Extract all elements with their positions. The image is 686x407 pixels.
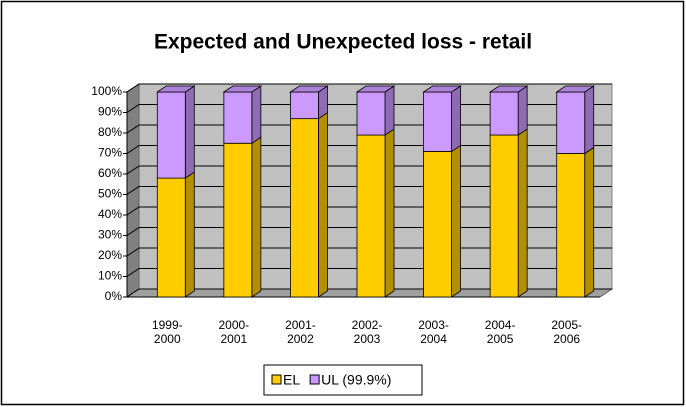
bar-side xyxy=(384,85,395,136)
bar xyxy=(556,91,586,154)
legend-label: EL xyxy=(283,372,300,388)
legend-swatch xyxy=(271,374,282,385)
bar-side xyxy=(584,85,595,155)
x-tick-label: 1999-2000 xyxy=(151,318,183,346)
legend-swatch xyxy=(309,374,320,385)
bar xyxy=(556,153,586,298)
bar xyxy=(489,134,519,298)
bar xyxy=(423,151,452,298)
bar xyxy=(223,91,253,144)
x-tick-label: 2000-2001 xyxy=(218,318,250,346)
bar-top xyxy=(555,85,596,93)
bar xyxy=(156,177,186,298)
bar xyxy=(290,118,319,298)
bar-top xyxy=(222,85,263,93)
y-tick-label: 70% xyxy=(98,146,122,160)
bar-side xyxy=(584,146,595,298)
bar-side xyxy=(384,128,395,298)
bar xyxy=(489,91,519,136)
x-tick-label: 2005-2006 xyxy=(551,318,583,346)
bar xyxy=(356,91,386,136)
bar-side xyxy=(184,171,195,298)
legend-box xyxy=(263,364,423,396)
bar-side xyxy=(318,111,328,298)
bar xyxy=(356,134,386,298)
bar xyxy=(156,91,186,179)
bar-side xyxy=(184,85,195,179)
y-tick-label: 80% xyxy=(98,125,122,139)
bar-side xyxy=(517,128,528,298)
bar xyxy=(290,91,319,120)
x-tick-label: 2001-2002 xyxy=(285,318,316,346)
y-tick-label: 50% xyxy=(98,187,122,201)
y-tick-label: 60% xyxy=(98,166,122,180)
bar-side xyxy=(451,144,461,298)
x-tick-label: 2003-2004 xyxy=(418,318,449,346)
chart-title: Expected and Unexpected loss - retail xyxy=(154,31,532,54)
legend-label: UL (99.9%) xyxy=(321,372,391,388)
y-tick-label: 90% xyxy=(98,105,122,119)
y-tick-label: 40% xyxy=(98,207,122,221)
bar-side xyxy=(251,136,262,298)
bar-top xyxy=(155,85,196,93)
y-tick-label: 0% xyxy=(105,289,123,303)
bar-top xyxy=(289,85,329,93)
bar-side xyxy=(517,85,528,136)
bar-top xyxy=(422,85,462,93)
grid-line xyxy=(126,83,612,93)
y-tick-label: 10% xyxy=(98,269,122,283)
bar-top xyxy=(488,85,529,93)
x-tick-label: 2002-2003 xyxy=(351,318,383,346)
x-tick-label: 2004-2005 xyxy=(484,318,516,346)
y-tick-label: 20% xyxy=(98,248,122,262)
bar xyxy=(223,142,253,298)
y-tick-label: 100% xyxy=(91,84,122,98)
y-tick-label: 30% xyxy=(98,228,122,242)
bar-side xyxy=(451,85,461,153)
bar-top xyxy=(355,85,396,93)
bar xyxy=(423,91,452,152)
bar-side xyxy=(251,85,262,144)
